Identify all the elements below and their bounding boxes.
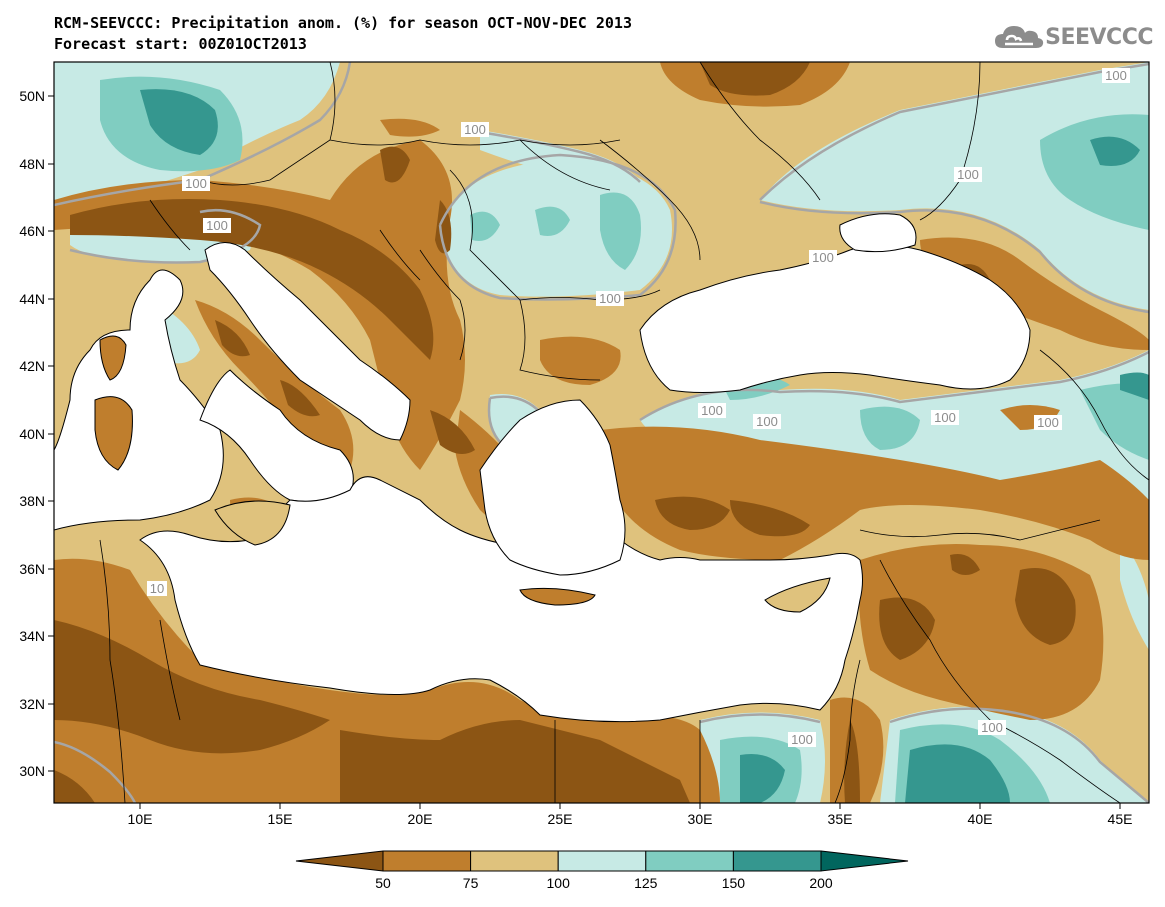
contour-label: 100 <box>185 176 207 191</box>
islands <box>94 335 831 613</box>
contour-label: 100 <box>934 410 956 425</box>
lat-label: 38N <box>19 493 45 509</box>
colorbar: 50 75 100 125 150 200 <box>295 850 909 891</box>
contour-label-bg <box>753 414 781 429</box>
contour-label-bg <box>1102 68 1130 83</box>
contour-label: 100 <box>812 250 834 265</box>
contour-label-bg <box>954 167 982 182</box>
sea-areas <box>54 213 1031 723</box>
contour-labels: 100 100 100 100 100 100 100 100 100 100 100 100 100 1… <box>147 68 1130 747</box>
contour-label: 100 <box>791 732 813 747</box>
lat-label: 46N <box>19 223 45 239</box>
contour-label: 100 <box>1037 415 1059 430</box>
crete <box>519 587 596 606</box>
contour-100-lines <box>54 62 1149 803</box>
contour-label: 100 <box>701 403 723 418</box>
lat-label: 30N <box>19 763 45 779</box>
contour-label: 100 <box>981 720 1003 735</box>
lon-label: 25E <box>548 811 573 827</box>
colorbar-segment <box>470 850 559 872</box>
seevccc-logo: SEEVCCC <box>993 22 1153 52</box>
colorbar-low-triangle <box>295 850 384 872</box>
forecast-start-label: Forecast start: 00Z01OCT2013 <box>54 35 307 53</box>
colorbar-tick-label: 50 <box>375 875 391 891</box>
contour-label: 100 <box>599 291 621 306</box>
contour-label-bg <box>978 720 1006 735</box>
lat-label: 34N <box>19 628 45 644</box>
sardinia <box>94 396 133 471</box>
contour-label: 100 <box>464 122 486 137</box>
lat-label: 42N <box>19 358 45 374</box>
lon-label: 35E <box>828 811 853 827</box>
contour-label: 100 <box>756 414 778 429</box>
contour-label-bg <box>461 122 489 137</box>
lon-label: 10E <box>128 811 153 827</box>
sicily <box>214 500 291 546</box>
contour-label-bg <box>203 218 231 233</box>
colorbar-high-triangle <box>820 850 909 872</box>
lon-label: 15E <box>268 811 293 827</box>
contour-label: 100 <box>1105 68 1127 83</box>
contour-label-bg <box>596 291 624 306</box>
logo-text: SEEVCCC <box>1045 24 1153 50</box>
colorbar-segment <box>732 850 822 872</box>
lat-label: 50N <box>19 88 45 104</box>
contour-label: 100 <box>957 167 979 182</box>
map-title: RCM-SEEVCCC: Precipitation anom. (%) for… <box>54 14 632 32</box>
colorbar-segment <box>645 850 734 872</box>
cyprus <box>764 577 831 613</box>
cloud-icon <box>995 26 1044 48</box>
contour-label-bg <box>698 403 726 418</box>
contour-label: 100 <box>206 218 228 233</box>
colorbar-tick-label: 75 <box>463 875 479 891</box>
anomaly-field-below-50 <box>54 62 1076 803</box>
contour-label-bg <box>931 410 959 425</box>
contour-label-bg <box>788 732 816 747</box>
lat-label: 40N <box>19 426 45 442</box>
colorbar-tick-label: 100 <box>547 875 571 891</box>
corsica <box>99 335 127 381</box>
plot-frame <box>53 61 1150 804</box>
colorbar-tick-label: 200 <box>809 875 833 891</box>
longitude-axis: 10E 15E 20E 25E 30E 35E 40E 45E <box>128 803 1133 827</box>
lat-label: 44N <box>19 291 45 307</box>
colorbar-tick-label: 150 <box>722 875 746 891</box>
contour-label-bg <box>147 581 167 596</box>
colorbar-segment <box>557 850 647 872</box>
lon-label: 20E <box>408 811 433 827</box>
lat-label: 32N <box>19 696 45 712</box>
lon-label: 30E <box>688 811 713 827</box>
colorbar-segment <box>382 850 472 872</box>
colorbar-tick-label: 125 <box>634 875 658 891</box>
contour-label-bg <box>809 250 837 265</box>
contour-label-bg <box>182 176 210 191</box>
lat-label: 36N <box>19 561 45 577</box>
latitude-axis: 50N 48N 46N 44N 42N 40N 38N 36N 34N 32N 30N <box>19 88 54 779</box>
anomaly-field-150-200 <box>140 89 1149 803</box>
map-plot-area <box>54 62 1149 803</box>
contour-label-bg <box>1034 415 1062 430</box>
contour-label: 10 <box>150 581 164 596</box>
lat-label: 48N <box>19 156 45 172</box>
lon-label: 45E <box>1108 811 1133 827</box>
lon-label: 40E <box>968 811 993 827</box>
